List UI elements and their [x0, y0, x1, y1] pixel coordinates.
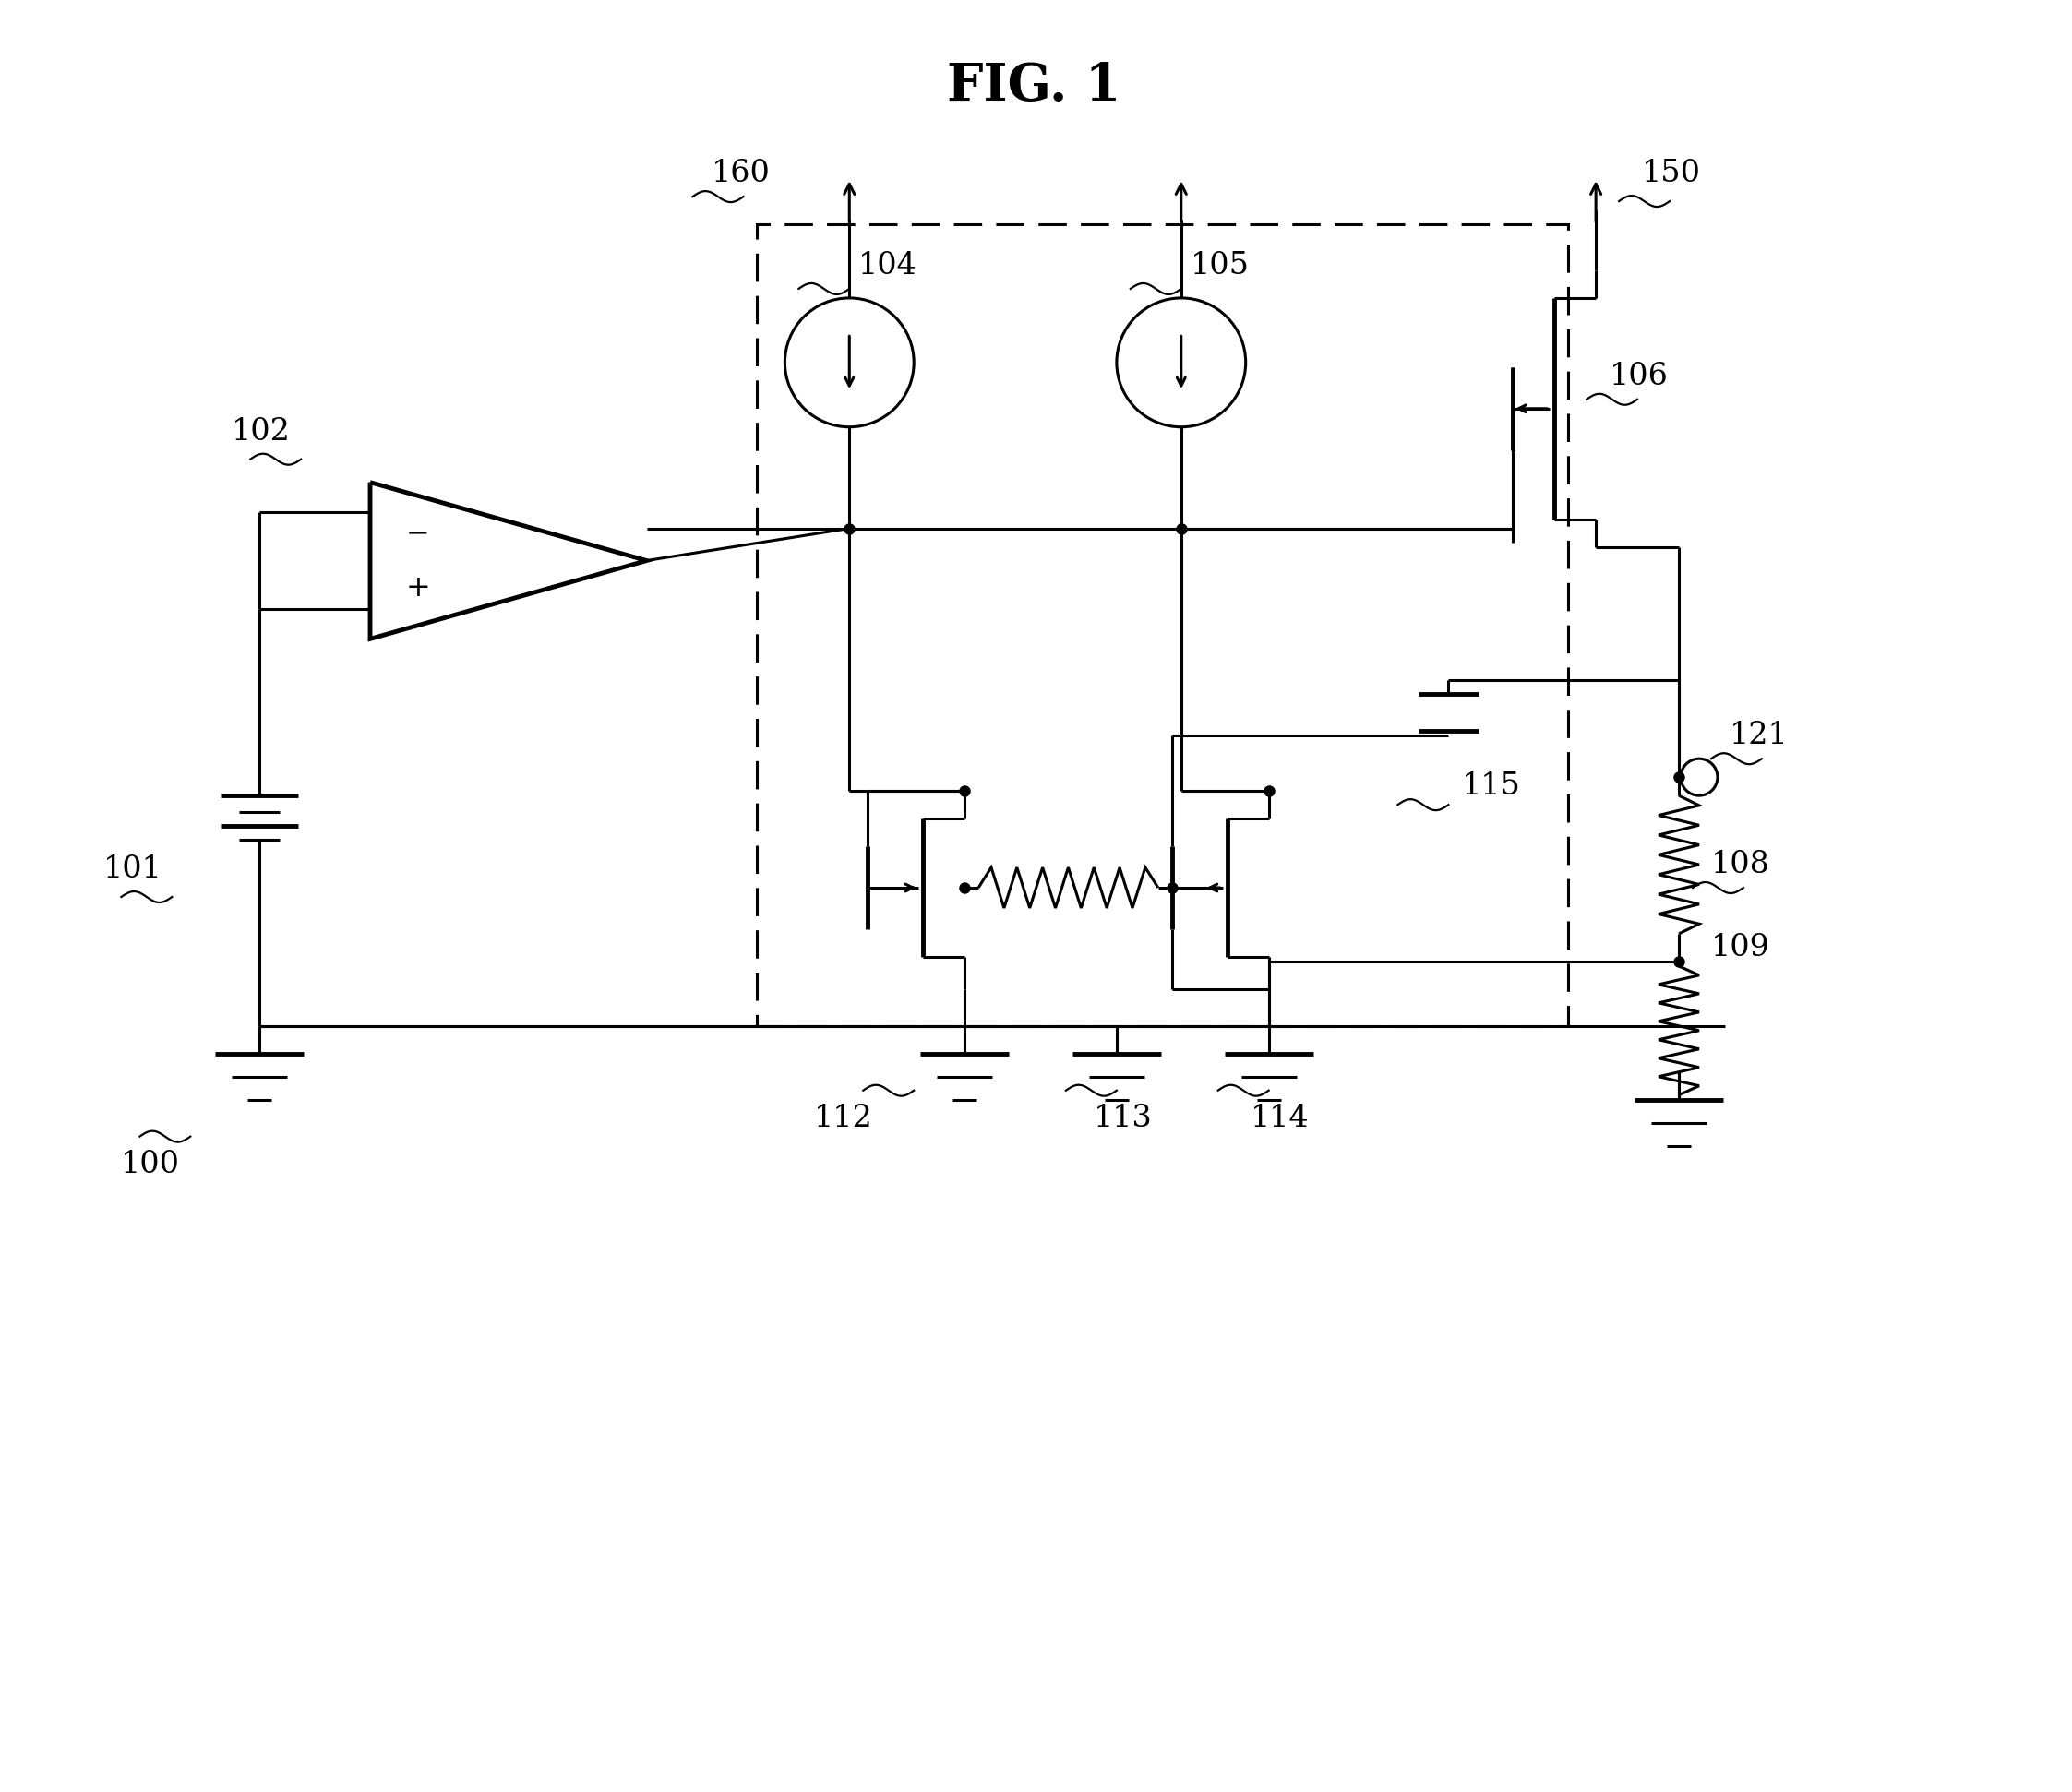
Text: 115: 115: [1463, 772, 1521, 801]
Text: 102: 102: [232, 418, 290, 446]
Text: FIG. 1: FIG. 1: [947, 61, 1121, 111]
Text: 150: 150: [1641, 159, 1701, 188]
Text: 109: 109: [1711, 934, 1769, 962]
Text: 121: 121: [1730, 720, 1788, 751]
Text: 108: 108: [1711, 849, 1769, 880]
Text: 113: 113: [1094, 1104, 1152, 1133]
Text: 106: 106: [1610, 362, 1668, 391]
Text: 101: 101: [104, 855, 162, 883]
Bar: [756, 224, 1569, 1027]
Text: 105: 105: [1191, 251, 1249, 281]
Text: +: +: [406, 573, 431, 602]
Text: 160: 160: [711, 159, 771, 188]
Text: 112: 112: [814, 1104, 872, 1133]
Text: 114: 114: [1249, 1104, 1310, 1133]
Text: −: −: [406, 520, 429, 547]
Text: 104: 104: [858, 251, 918, 281]
Text: 100: 100: [122, 1149, 180, 1179]
